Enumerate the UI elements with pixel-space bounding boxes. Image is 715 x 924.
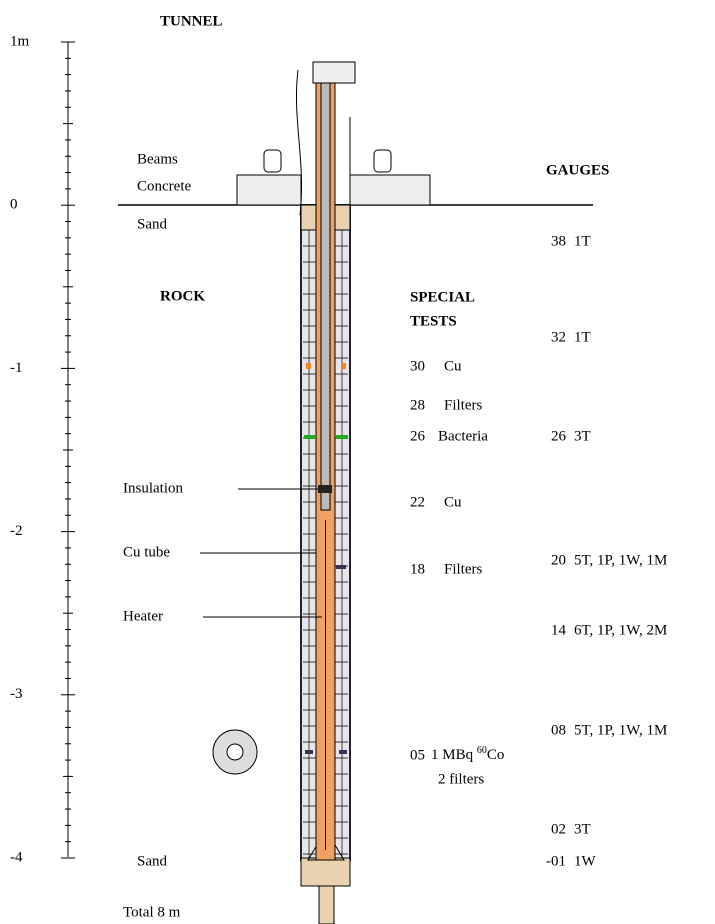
gauge-number: 14 [551,622,567,638]
sensor [336,435,348,439]
source-text: 1 MBq 60Co [431,745,504,763]
text: 1 MBq [431,747,477,763]
sensor [341,363,346,369]
top-cap [313,62,355,83]
cross-section [227,744,243,760]
label: Heater [123,608,163,624]
special-label: Filters [444,561,482,577]
sensor [336,565,346,569]
special-label: Cu [444,358,462,374]
special-label: Filters [444,397,482,413]
scale-label: -2 [10,523,23,539]
sensor [339,750,347,754]
superscript: 60 [477,745,487,756]
beam [264,150,281,172]
label: Beams [137,151,178,167]
sensor [306,363,311,369]
gauge-label: 6T, 1P, 1W, 2M [574,622,667,638]
scale-label: -1 [10,360,23,376]
gauge-label: 1T [574,329,591,345]
scale-label: -3 [10,686,23,702]
gauge-number: 32 [551,329,566,345]
special-label: Cu [444,494,462,510]
gauge-label: 1T [574,233,591,249]
special-title: TESTS [410,313,457,329]
shaft [319,886,334,924]
page: TUNNEL Beams Concrete Sand ROCK Insulati… [0,0,715,924]
special-number: 22 [410,494,425,510]
scale-label: 0 [10,197,18,213]
label: Sand [137,216,168,232]
gauge-number: 38 [551,233,566,249]
concrete [350,175,430,205]
gauges-title: GAUGES [546,162,609,178]
sand-bottom [301,858,350,886]
label: Insulation [123,480,183,496]
gauge-label: 1W [574,853,597,869]
gauge-number: 02 [551,821,566,837]
source-text: 2 filters [438,771,484,787]
gauge-number: 08 [551,722,566,738]
label: Cu tube [123,544,170,560]
special-number: 26 [410,428,426,444]
diagram: TUNNEL Beams Concrete Sand ROCK Insulati… [0,0,715,924]
gauge-label: 3T [574,821,591,837]
scale-label: -4 [10,849,23,865]
scale-label: 1m [10,33,30,49]
special-number: 28 [410,397,425,413]
sensor [304,435,316,439]
title: TUNNEL [160,13,223,29]
gauge-number: 20 [551,552,566,568]
label: ROCK [160,288,205,304]
gauge-label: 3T [574,428,591,444]
gauge-number: 26 [551,428,567,444]
special-label: Bacteria [438,428,488,444]
label: Concrete [137,178,191,194]
source-number: 05 [410,747,425,763]
label: Sand [137,853,168,869]
special-number: 18 [410,561,425,577]
concrete [237,175,301,205]
special-number: 30 [410,358,425,374]
gauge-label: 5T, 1P, 1W, 1M [574,552,667,568]
sensor [305,750,313,754]
gauge-label: 5T, 1P, 1W, 1M [574,722,667,738]
text: Co [487,747,505,763]
beam [374,150,391,172]
insulation-pipe [321,62,330,510]
label: Total 8 m [123,904,181,920]
sensor [318,485,332,493]
gauge-number: -01 [546,853,566,869]
special-title: SPECIAL [410,289,475,305]
